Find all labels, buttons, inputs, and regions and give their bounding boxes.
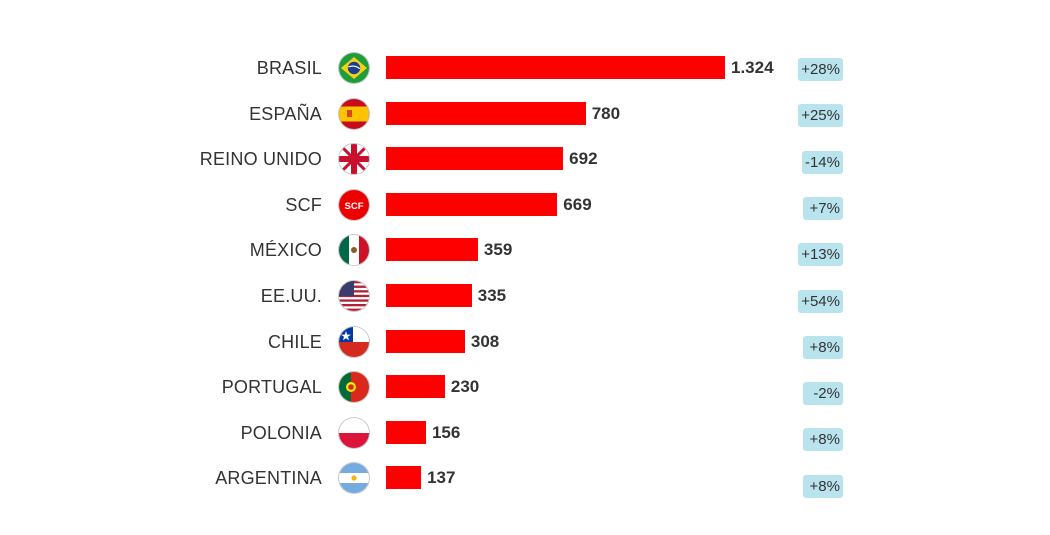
usa-flag-icon bbox=[339, 281, 369, 311]
uk-flag-icon bbox=[339, 144, 369, 175]
value-label: 230 bbox=[450, 377, 480, 397]
change-badge: +28% bbox=[798, 58, 843, 81]
change-badge: +54% bbox=[798, 289, 843, 313]
poland-flag-icon bbox=[339, 417, 369, 448]
change-badge: +8% bbox=[803, 428, 843, 452]
bar bbox=[386, 101, 586, 125]
value-label: 359 bbox=[483, 240, 513, 260]
bar-row: PORTUGAL 230 -2% bbox=[0, 372, 1050, 418]
bar bbox=[386, 375, 445, 399]
category-label: ARGENTINA bbox=[215, 468, 322, 489]
bar-row: EE.UU. 335 +54% bbox=[0, 281, 1050, 327]
scf-logo-icon: SCF bbox=[339, 189, 369, 220]
bar-row: SCF SCF 669 +7% bbox=[0, 189, 1050, 236]
change-badge: +8% bbox=[803, 335, 843, 359]
change-badge: -2% bbox=[803, 382, 843, 406]
bar-row: CHILE 308 +8% bbox=[0, 326, 1050, 373]
change-badge: +25% bbox=[798, 104, 843, 128]
value-label: 780 bbox=[591, 103, 621, 123]
value-label: 692 bbox=[569, 149, 598, 169]
value-label: 308 bbox=[470, 331, 500, 351]
category-label: ESPAÑA bbox=[249, 103, 322, 124]
category-label: SCF bbox=[285, 194, 322, 215]
category-label: CHILE bbox=[267, 331, 322, 352]
portugal-flag-icon bbox=[339, 372, 369, 403]
bar-row: POLONIA 156 +8% bbox=[0, 417, 1050, 464]
category-label: POLONIA bbox=[240, 422, 322, 443]
bar bbox=[386, 192, 558, 216]
bar-row: ARGENTINA 137 +8% bbox=[0, 463, 1050, 509]
bar bbox=[386, 420, 426, 444]
value-label: 335 bbox=[477, 286, 507, 305]
category-label: EE.UU. bbox=[260, 286, 322, 306]
value-label: 156 bbox=[431, 422, 461, 442]
bar bbox=[386, 56, 725, 79]
bar bbox=[386, 284, 472, 307]
value-label: 137 bbox=[427, 468, 456, 488]
spain-flag-icon bbox=[339, 98, 369, 129]
change-badge: +7% bbox=[803, 196, 843, 220]
bar-row: BRASIL 1.324 +28% bbox=[0, 53, 1050, 99]
bar-row: MÉXICO 359 +13% bbox=[0, 235, 1050, 281]
mexico-flag-icon bbox=[339, 235, 369, 266]
value-label: 1.324 bbox=[731, 58, 774, 77]
change-badge: +8% bbox=[803, 474, 843, 498]
bar bbox=[386, 466, 422, 490]
bar-row: REINO UNIDO 692 -14% bbox=[0, 144, 1050, 190]
bar bbox=[386, 329, 465, 353]
change-badge: +13% bbox=[798, 243, 843, 267]
chile-flag-icon bbox=[339, 326, 369, 357]
category-label: REINO UNIDO bbox=[199, 149, 322, 170]
change-badge: -14% bbox=[801, 150, 843, 174]
category-label: BRASIL bbox=[256, 58, 322, 78]
bar-row: ESPAÑA 780 +25% bbox=[0, 98, 1050, 145]
svg-text:SCF: SCF bbox=[345, 201, 364, 212]
bar bbox=[386, 238, 478, 262]
brazil-flag-icon bbox=[339, 53, 369, 83]
value-label: 669 bbox=[563, 194, 592, 214]
argentina-flag-icon bbox=[339, 463, 369, 494]
category-label: MÉXICO bbox=[249, 240, 322, 261]
bar bbox=[386, 147, 564, 171]
category-label: PORTUGAL bbox=[221, 377, 322, 398]
